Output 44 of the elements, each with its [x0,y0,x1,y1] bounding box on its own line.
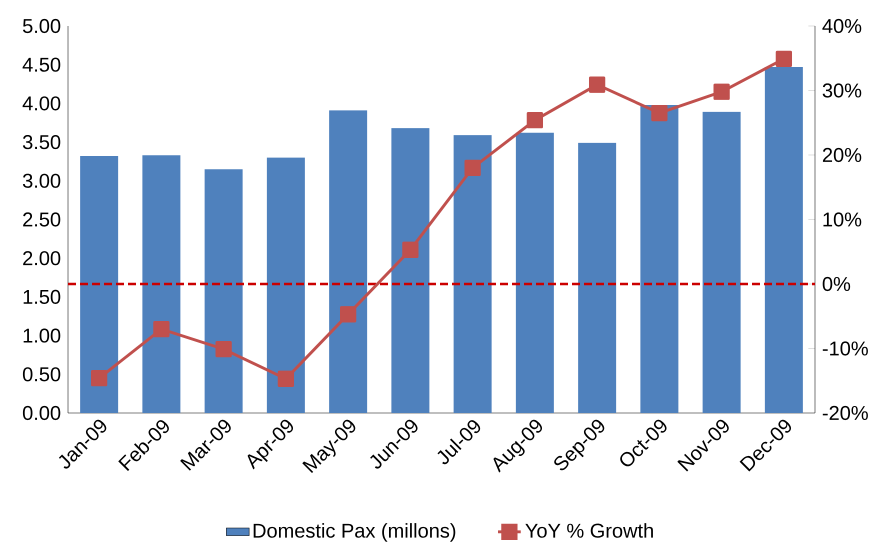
y2-tick-label: 0% [822,276,850,292]
legend-label: YoY % Growth [525,523,653,538]
point [776,50,792,68]
y-tick-label: 1.50 [24,290,60,304]
point [588,76,606,93]
y-tick-label: 2.00 [23,251,60,266]
bar [391,128,430,414]
y-tick-label: 4.50 [22,58,60,72]
point [340,306,356,322]
y2-tick-label: 10% [823,212,862,227]
y-tick-label: 1.00 [24,328,60,343]
point [713,84,730,100]
y2-tick-label: 20% [822,148,862,162]
y-tick-label: 3.00 [22,174,60,188]
y-tick-label: 2.50 [23,212,60,227]
y-tick-label: 5.00 [22,18,60,34]
bar [204,169,243,414]
point [153,321,170,338]
bar [142,155,180,414]
point [91,370,108,386]
bar [329,110,368,414]
bar [702,112,741,414]
y-tick-label: 3.50 [22,135,60,150]
point [464,160,481,176]
bar [80,156,118,414]
point [215,341,232,358]
legend-label: Domestic Pax (millons) [254,523,456,542]
y2-tick-label: -10% [822,341,868,356]
bar [454,135,492,414]
point [278,370,294,387]
y-tick-label: 0.00 [22,406,60,420]
y2-tick-label: -20% [822,406,868,420]
bar [640,105,678,414]
bar [266,158,305,414]
y2-tick-label: 40% [822,18,862,34]
y-tick-label: 4.00 [22,96,60,111]
y-tick-label: 0.50 [22,367,60,382]
bar [764,67,803,414]
point [526,112,544,128]
bar [578,142,616,414]
bar [516,132,554,414]
point [402,242,419,258]
y2-tick-label: 30% [822,83,862,98]
point [651,104,668,122]
